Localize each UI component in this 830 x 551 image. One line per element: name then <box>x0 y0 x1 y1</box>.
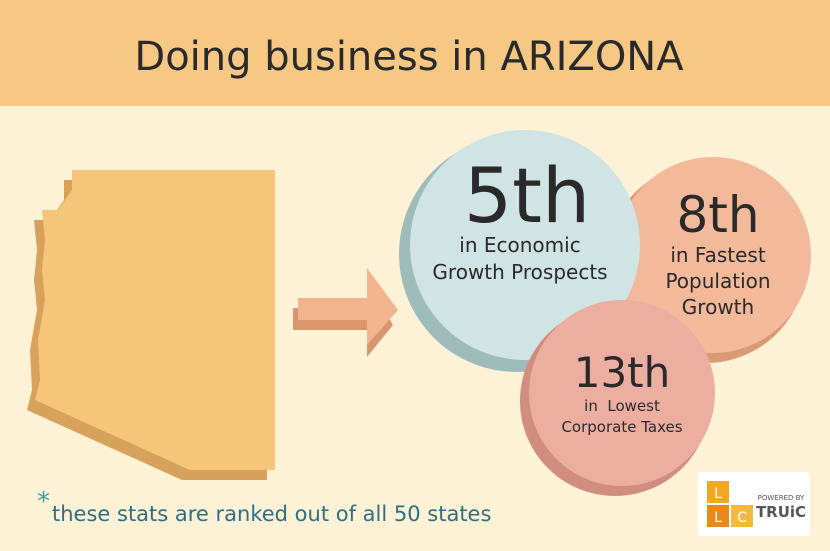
circle <box>410 130 640 360</box>
circle <box>615 157 811 353</box>
stat-line: in Economic <box>459 233 580 257</box>
logo: L L C POWERED BY TRUiC <box>698 472 810 536</box>
footnote-marker: * <box>37 487 50 517</box>
header-band <box>0 0 830 106</box>
logo-cube-face <box>707 481 729 503</box>
stat-line: Corporate Taxes <box>561 418 682 436</box>
rank: 8th <box>676 186 759 244</box>
rank: 5th <box>464 151 590 240</box>
footnote-text: these stats are ranked out of all 50 sta… <box>52 502 491 526</box>
stat-line: Growth <box>682 295 754 319</box>
stat-line: in Lowest <box>584 397 660 415</box>
arizona-map <box>27 170 275 480</box>
logo-letter: L <box>714 510 722 526</box>
stat-line: in Fastest <box>670 243 766 267</box>
arrow <box>293 268 398 357</box>
arrow-shaft <box>298 298 368 320</box>
stat-8th: 8th in Fastest Population Growth <box>606 157 811 363</box>
logo-caption: POWERED BY <box>758 494 805 502</box>
logo-cube-face <box>731 505 753 527</box>
logo-letter: C <box>737 510 747 526</box>
stat-13th: 13th in Lowest Corporate Taxes <box>520 300 715 496</box>
circle <box>529 300 715 486</box>
title: Doing business in ARIZONA <box>134 34 684 80</box>
logo-brand: TRUiC <box>756 503 806 521</box>
stat-line: Population <box>665 269 770 293</box>
map-shape <box>35 170 275 470</box>
arrow-head <box>367 268 398 345</box>
logo-cube-face <box>707 505 729 527</box>
logo-letter: L <box>714 486 722 502</box>
stat-5th: 5th in Economic Growth Prospects <box>399 130 640 372</box>
stat-line: Growth Prospects <box>432 260 607 284</box>
rank: 13th <box>574 348 671 397</box>
